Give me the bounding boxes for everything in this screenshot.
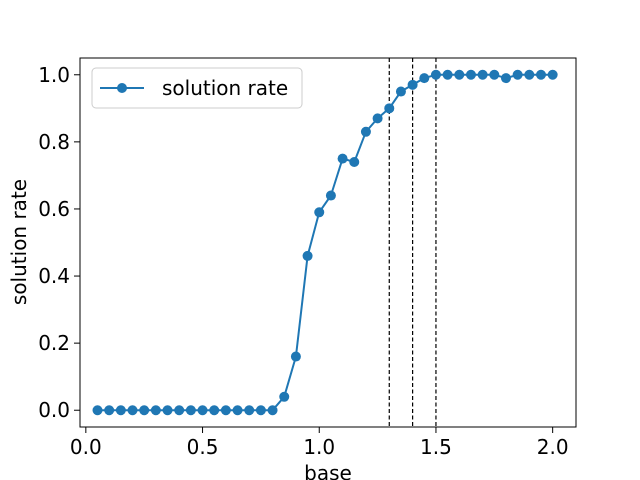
data-point (384, 103, 395, 114)
data-point (232, 405, 243, 416)
data-point (290, 351, 301, 362)
data-point (139, 405, 150, 416)
series-line (97, 73, 553, 412)
data-point (337, 153, 348, 164)
data-point (209, 405, 220, 416)
data-point (185, 405, 196, 416)
data-point (547, 69, 558, 80)
data-point (302, 250, 313, 261)
y-axis-title: solution rate (7, 179, 31, 305)
data-point (430, 69, 441, 80)
data-point (535, 69, 546, 80)
x-tick-label: 1.0 (303, 435, 335, 459)
data-point (325, 190, 336, 201)
data-point (267, 405, 278, 416)
y-tick-label: 0.0 (38, 398, 70, 422)
x-axis-title: base (304, 461, 352, 480)
x-ticks: 0.0 0.5 1.0 1.5 2.0 (70, 427, 569, 459)
x-tick-label: 0.0 (70, 435, 102, 459)
y-tick-label: 0.2 (38, 331, 70, 355)
data-point (244, 405, 255, 416)
data-point (349, 156, 360, 167)
data-point (442, 69, 453, 80)
data-point (314, 207, 325, 218)
data-point (174, 405, 185, 416)
data-point (104, 405, 115, 416)
y-tick-label: 0.8 (38, 130, 70, 154)
data-point (407, 79, 418, 90)
y-tick-label: 1.0 (38, 63, 70, 87)
data-point (489, 69, 500, 80)
x-tick-label: 1.5 (420, 435, 452, 459)
legend-box (91, 67, 303, 109)
data-point (454, 69, 465, 80)
data-point (255, 405, 266, 416)
data-point (465, 69, 476, 80)
data-point (477, 69, 488, 80)
y-tick-label: 0.4 (38, 264, 70, 288)
x-tick-label: 0.5 (187, 435, 219, 459)
data-point (220, 405, 231, 416)
legend-marker-sample (117, 83, 127, 93)
data-point (500, 73, 511, 84)
data-point (162, 405, 173, 416)
vline-group (388, 58, 437, 427)
data-point (360, 126, 371, 137)
data-point (150, 405, 161, 416)
data-point (197, 405, 208, 416)
data-point (419, 73, 430, 84)
plot-frame (79, 57, 577, 428)
y-tick-label: 0.6 (38, 197, 70, 221)
data-point (372, 113, 383, 124)
data-point (115, 405, 126, 416)
legend-label: solution rate (162, 76, 288, 100)
data-point (524, 69, 535, 80)
data-point (512, 69, 523, 80)
data-point (127, 405, 138, 416)
y-ticks: 0.0 0.2 0.4 0.6 0.8 1.0 (38, 63, 80, 422)
x-tick-label: 2.0 (537, 435, 569, 459)
data-point (92, 405, 103, 416)
data-point (395, 86, 406, 97)
legend: solution rate (91, 67, 303, 109)
series-line-group (92, 69, 558, 416)
data-point (279, 391, 290, 402)
